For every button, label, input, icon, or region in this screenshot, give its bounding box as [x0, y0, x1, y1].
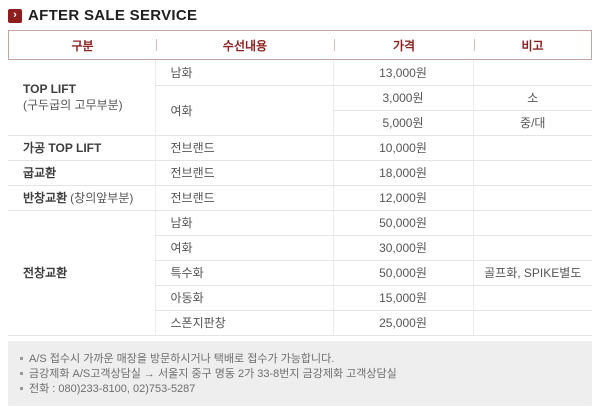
bullet-icon — [20, 371, 23, 375]
column-header-category: 구분 — [71, 38, 94, 53]
table-row: 가공 TOP LIFT 전브랜드 10,000원 — [8, 135, 592, 161]
category-cell: 전창교환 — [8, 210, 155, 336]
category-cell: 반창교환 (창의앞부분) — [8, 185, 155, 211]
note-line: A/S 접수시 가까운 매장을 방문하시거나 택배로 접수가 가능합니다. — [20, 351, 592, 366]
bullet-icon — [20, 386, 23, 390]
header-divider — [474, 39, 475, 51]
category-label: 굽교환 — [23, 166, 57, 180]
item-cell: 아동화 — [154, 285, 333, 311]
table-header-row: 구분 수선내용 가격 비고 — [8, 30, 592, 60]
category-sublabel: (창의앞부분) — [70, 191, 134, 205]
item-cell: 스폰지판창 — [154, 310, 333, 336]
note-cell: 소 — [472, 85, 592, 111]
note-text: 금강제화 A/S고객상담실 → 서울지 중구 명동 2가 33-8번지 금강제화… — [29, 368, 397, 380]
item-cell: 여화 — [154, 85, 333, 136]
price-cell: 50,000원 — [332, 210, 473, 236]
note-cell — [472, 160, 592, 186]
price-cell: 10,000원 — [332, 135, 473, 161]
table-row: 전창교환 남화 50,000원 — [8, 210, 592, 336]
price-cell: 25,000원 — [332, 310, 473, 336]
note-cell — [472, 135, 592, 161]
note-cell — [472, 310, 592, 336]
item-cell: 전브랜드 — [154, 160, 333, 186]
category-label: TOP LIFT — [23, 82, 76, 97]
category-cell: 가공 TOP LIFT — [8, 135, 155, 161]
category-label: 가공 TOP LIFT — [23, 141, 102, 155]
bullet-icon — [20, 356, 23, 360]
price-cell: 30,000원 — [332, 235, 473, 261]
price-cell: 18,000원 — [332, 160, 473, 186]
note-cell — [472, 185, 592, 211]
price-cell: 3,000원 — [332, 85, 473, 111]
note-text: 전화 : 080)233-8100, 02)753-5287 — [29, 383, 196, 395]
price-cell: 50,000원 — [332, 260, 473, 286]
note-cell: 골프화, SPIKE별도 — [472, 260, 592, 286]
table-row: 반창교환 (창의앞부분) 전브랜드 12,000원 — [8, 185, 592, 211]
price-cell: 15,000원 — [332, 285, 473, 311]
column-header-note: 비고 — [521, 38, 544, 53]
note-cell — [472, 285, 592, 311]
page-title: AFTER SALE SERVICE — [28, 7, 198, 24]
note-cell — [472, 60, 592, 86]
column-header-price: 가격 — [392, 38, 416, 53]
item-cell: 여화 — [154, 235, 333, 261]
table-row: 여화 30,000원 — [8, 235, 592, 261]
table-row: 여화 3,000원 소 — [8, 85, 592, 136]
table-row: 아동화 15,000원 — [8, 285, 592, 311]
header-divider — [334, 39, 335, 51]
column-header-repair: 수선내용 — [222, 38, 268, 53]
note-cell: 중/대 — [472, 110, 592, 136]
category-sublabel: (구두굽의 고무부분) — [23, 98, 123, 113]
header-divider — [156, 39, 157, 51]
item-cell: 남화 — [154, 60, 333, 86]
note-text: A/S 접수시 가까운 매장을 방문하시거나 택배로 접수가 가능합니다. — [29, 353, 335, 365]
table-row: TOP LIFT (구두굽의 고무부분) 남화 13,000원 — [8, 60, 592, 136]
category-label: 반창교환 — [23, 191, 68, 205]
category-cell: TOP LIFT (구두굽의 고무부분) — [8, 60, 155, 136]
table-row: 특수화 50,000원 골프화, SPIKE별도 — [8, 260, 592, 286]
page-header: › AFTER SALE SERVICE — [0, 0, 600, 24]
price-table: TOP LIFT (구두굽의 고무부분) 남화 13,000원 여화 3,000… — [8, 60, 592, 336]
item-cell: 전브랜드 — [154, 135, 333, 161]
item-cell: 남화 — [154, 210, 333, 236]
price-cell: 13,000원 — [332, 60, 473, 86]
chevron-right-icon: › — [8, 8, 22, 23]
note-line: 전화 : 080)233-8100, 02)753-5287 — [20, 381, 592, 396]
table-row: 5,000원 중/대 — [8, 110, 592, 136]
item-cell: 전브랜드 — [154, 185, 333, 211]
item-cell: 특수화 — [154, 260, 333, 286]
table-row: 굽교환 전브랜드 18,000원 — [8, 160, 592, 186]
notes-panel: A/S 접수시 가까운 매장을 방문하시거나 택배로 접수가 가능합니다. 금강… — [8, 340, 592, 406]
note-cell — [472, 235, 592, 261]
price-cell: 12,000원 — [332, 185, 473, 211]
category-cell: 굽교환 — [8, 160, 155, 186]
table-row: 스폰지판창 25,000원 — [8, 310, 592, 336]
note-line: 금강제화 A/S고객상담실 → 서울지 중구 명동 2가 33-8번지 금강제화… — [20, 366, 592, 381]
price-cell: 5,000원 — [332, 110, 473, 136]
category-label: 전창교환 — [23, 266, 68, 280]
note-cell — [472, 210, 592, 236]
